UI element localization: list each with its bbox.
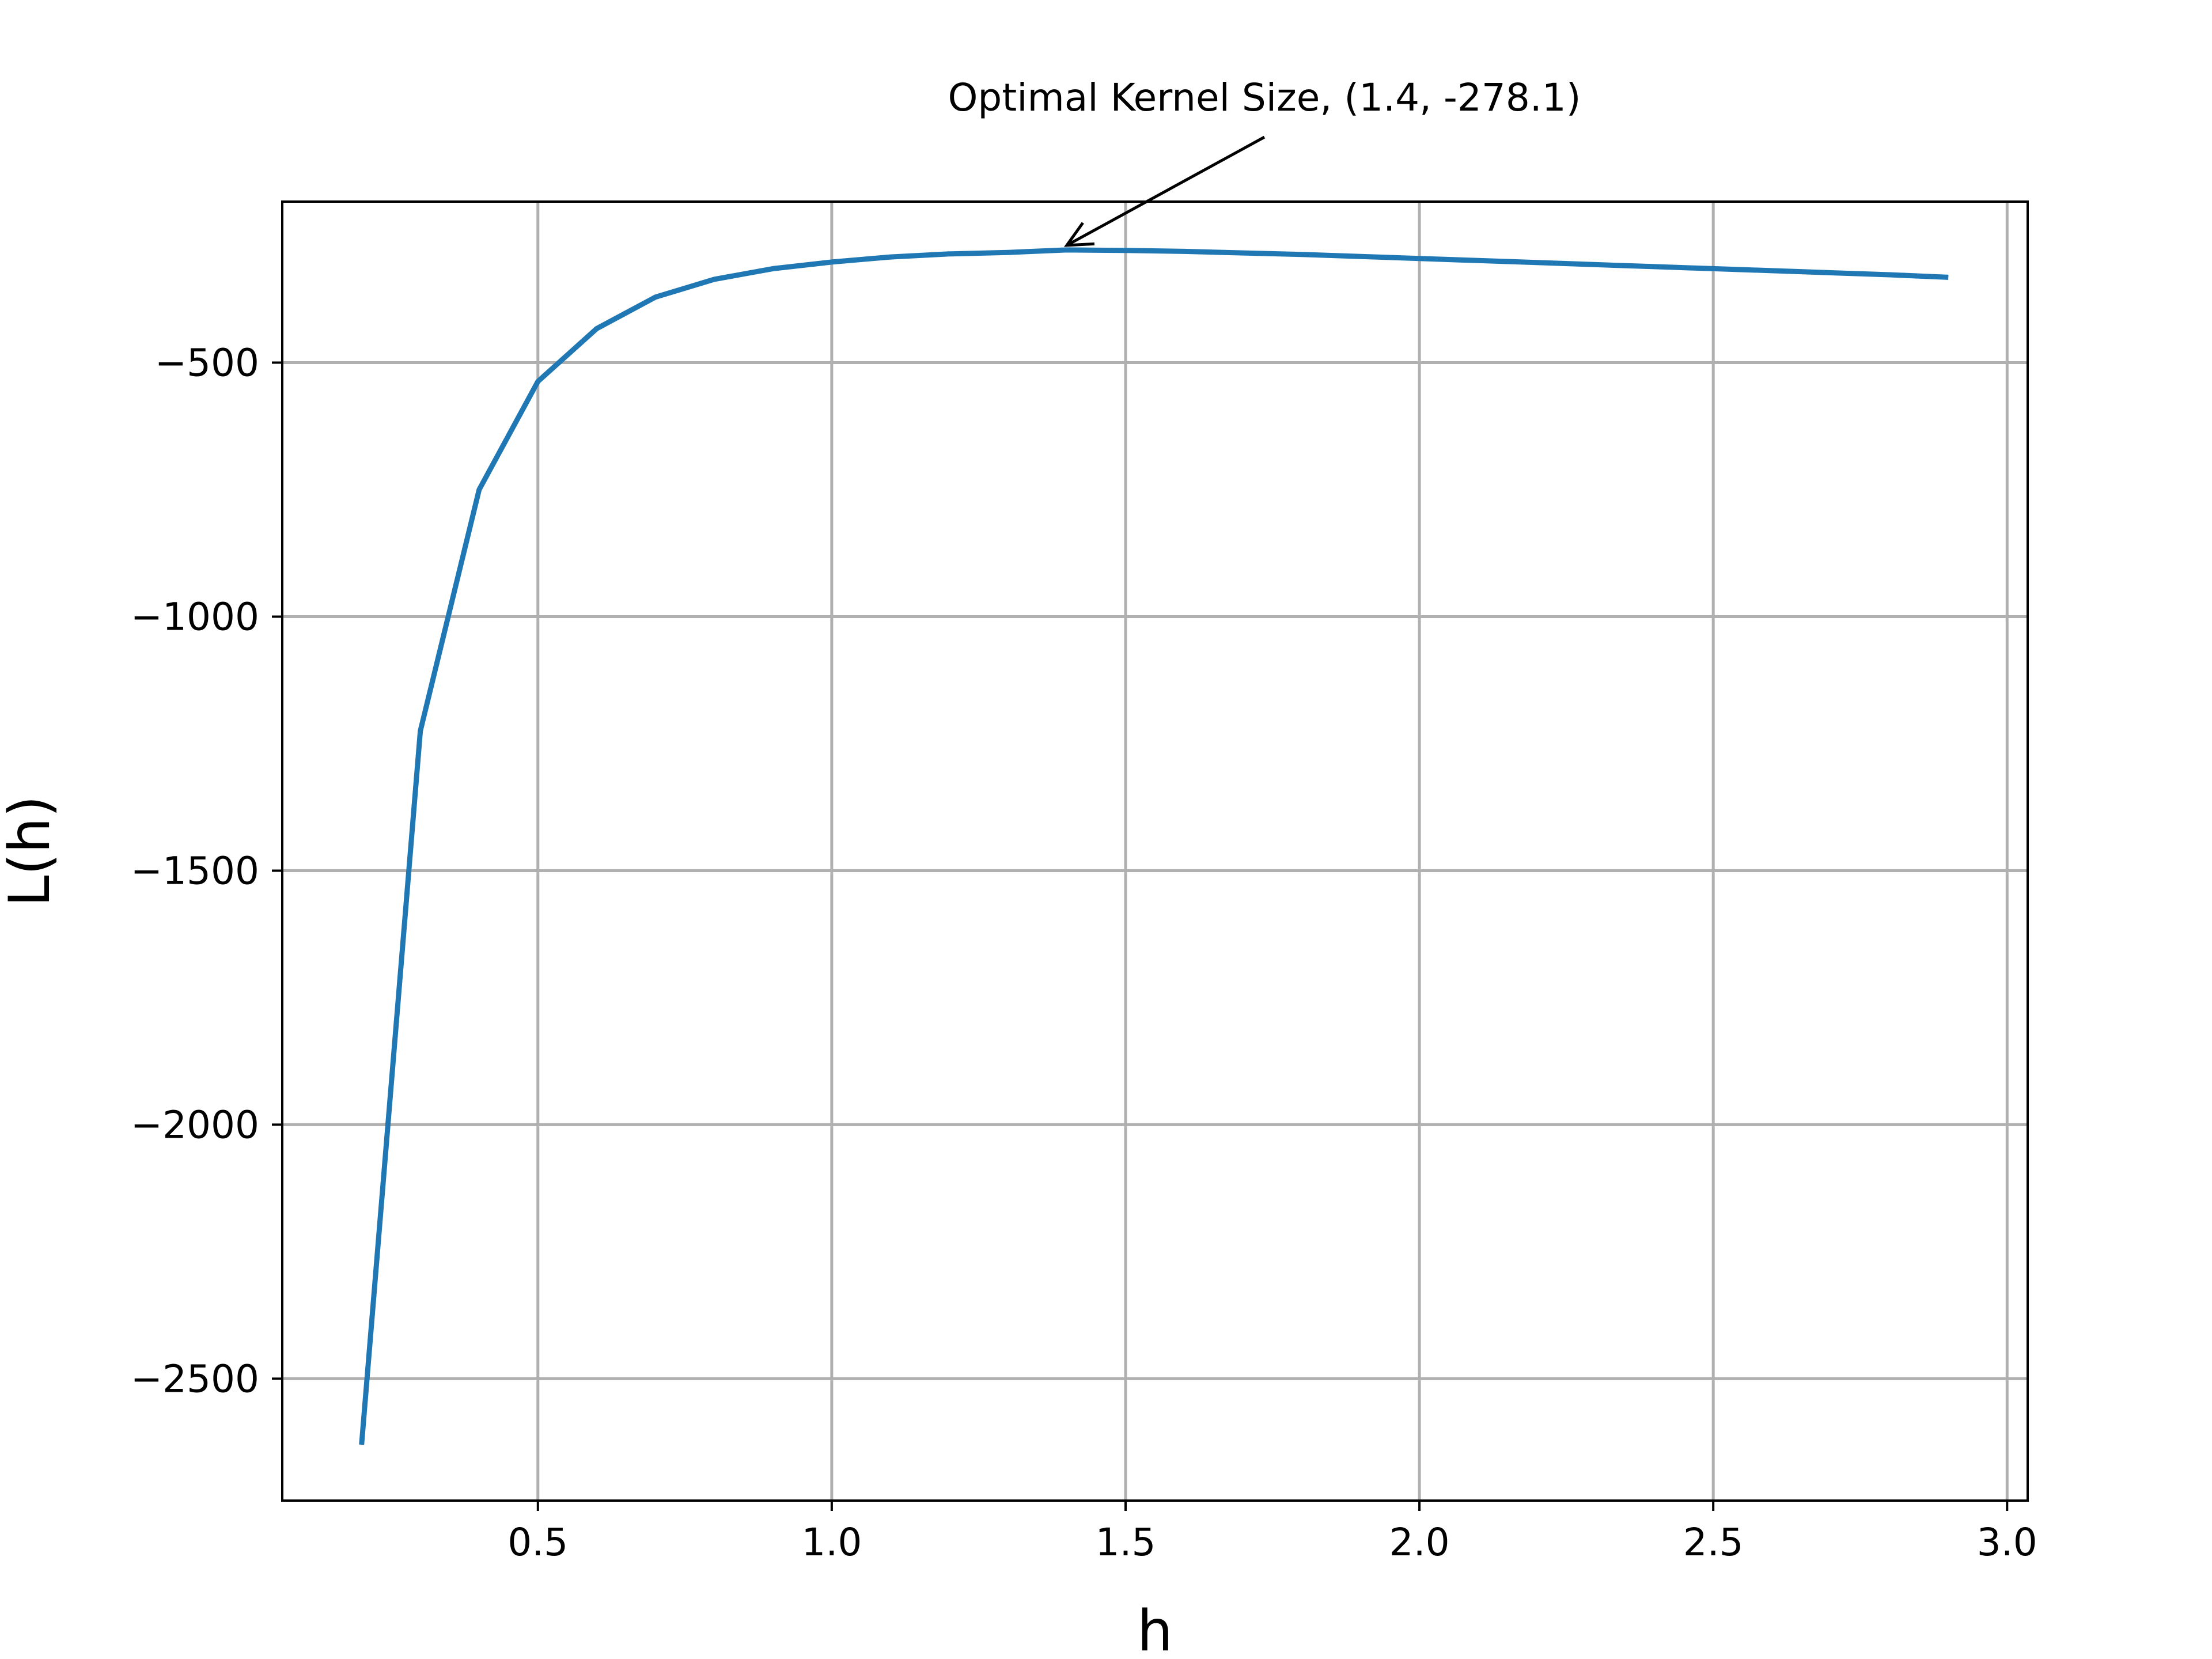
- x-tick-label: 2.5: [1683, 1520, 1744, 1565]
- x-tick-label: 2.0: [1389, 1520, 1450, 1565]
- x-tick-label: 3.0: [1977, 1520, 2037, 1565]
- y-tick-label: −2000: [131, 1103, 259, 1147]
- annotation-arrow-head: [1063, 222, 1095, 247]
- plot-frame: [281, 200, 2029, 1502]
- tick-labels: 0.5 1.0 1.5 2.0 2.5 3.0 −500 −1000 −1500 −2000 −25…: [131, 341, 2037, 1565]
- y-axis-label: L(h): [0, 796, 63, 907]
- y-tick-label: −1500: [131, 849, 259, 893]
- tick-marks: [272, 361, 2009, 1511]
- series-line: [359, 247, 1949, 1445]
- x-tick-label: 1.0: [801, 1520, 862, 1565]
- x-tick-label: 1.5: [1096, 1520, 1156, 1565]
- x-axis-label: h: [1137, 1599, 1173, 1659]
- series-layer: [359, 247, 1949, 1445]
- y-tick-label: −2500: [131, 1357, 259, 1401]
- y-tick-label: −1000: [131, 595, 259, 639]
- annotation-arrow: [1066, 135, 1266, 247]
- grid-lines: [282, 202, 2028, 1501]
- y-tick-label: −500: [155, 341, 259, 385]
- annotation: Optimal Kernel Size, (1.4, -278.1): [948, 75, 1581, 247]
- x-tick-label: 0.5: [507, 1520, 568, 1565]
- annotation-text: Optimal Kernel Size, (1.4, -278.1): [948, 75, 1581, 120]
